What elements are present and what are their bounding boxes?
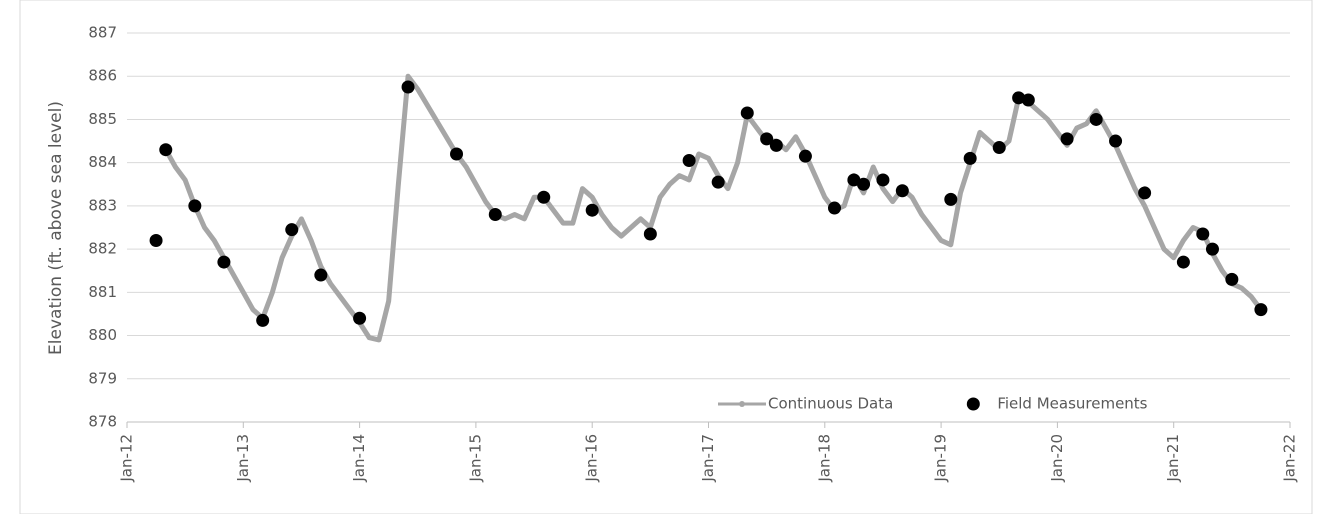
x-tick-label: Jan-19 <box>932 434 950 483</box>
field-point <box>711 175 725 189</box>
field-point <box>760 132 774 146</box>
field-point <box>643 227 657 241</box>
field-point <box>1021 93 1035 107</box>
field-point <box>876 173 890 187</box>
field-point <box>1176 255 1190 269</box>
x-tick-label: Jan-14 <box>350 434 368 483</box>
field-point <box>1060 132 1074 146</box>
chart-frame <box>19 0 1313 514</box>
x-tick-label: Jan-22 <box>1281 434 1299 483</box>
legend-label: Field Measurements <box>997 395 1147 413</box>
x-tick-label: Jan-16 <box>583 434 601 483</box>
field-point <box>944 192 958 206</box>
y-tick-label: 879 <box>88 369 117 387</box>
field-point <box>256 313 270 327</box>
field-point <box>1089 112 1103 126</box>
x-tick-label: Jan-18 <box>815 434 833 483</box>
y-tick-label: 878 <box>88 413 117 431</box>
y-tick-label: 880 <box>88 326 117 344</box>
y-tick-label: 883 <box>88 196 117 214</box>
field-point <box>217 255 231 269</box>
field-point <box>1254 303 1268 317</box>
field-point <box>188 199 202 213</box>
y-tick-label: 884 <box>88 153 117 171</box>
x-tick-label: Jan-13 <box>234 434 252 483</box>
field-point <box>1225 272 1239 286</box>
x-tick-label: Jan-20 <box>1048 434 1066 483</box>
field-point <box>1138 186 1152 200</box>
field-point <box>1196 227 1210 241</box>
field-point <box>314 268 328 282</box>
field-point <box>769 138 783 152</box>
field-point <box>1109 134 1123 148</box>
legend-marker <box>739 401 745 407</box>
y-tick-label: 885 <box>88 110 117 128</box>
field-point <box>798 149 812 163</box>
field-point <box>149 233 163 247</box>
x-tick-label: Jan-15 <box>466 434 484 483</box>
legend-marker <box>966 397 980 411</box>
field-point <box>450 147 464 161</box>
field-point <box>353 311 367 325</box>
y-tick-label: 886 <box>88 67 117 85</box>
field-point <box>488 208 502 222</box>
x-tick-label: Jan-21 <box>1164 434 1182 483</box>
legend-label: Continuous Data <box>768 395 893 413</box>
field-point <box>159 143 173 157</box>
x-tick-label: Jan-12 <box>118 434 136 483</box>
field-point <box>740 106 754 120</box>
field-point <box>1012 91 1026 105</box>
data-line <box>163 73 1263 343</box>
field-point <box>1205 242 1219 256</box>
field-point <box>537 190 551 204</box>
x-tick-label: Jan-17 <box>699 434 717 483</box>
field-point <box>682 154 696 168</box>
field-point <box>963 151 977 165</box>
field-point <box>401 80 415 94</box>
field-point <box>585 203 599 217</box>
field-point <box>992 141 1006 155</box>
y-tick-label: 881 <box>88 283 117 301</box>
field-point <box>827 201 841 215</box>
y-axis-label: Elevation (ft. above sea level) <box>46 101 66 355</box>
field-point <box>895 184 909 198</box>
y-tick-label: 882 <box>88 240 117 258</box>
y-tick-label: 887 <box>88 24 117 42</box>
field-point <box>285 223 299 237</box>
field-point <box>857 177 871 191</box>
field-point <box>847 173 861 187</box>
